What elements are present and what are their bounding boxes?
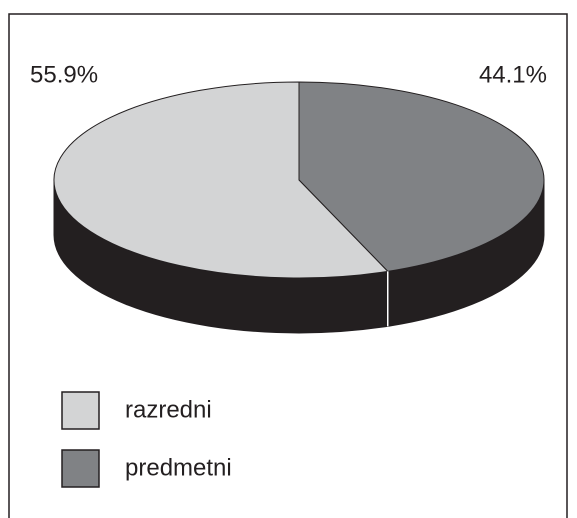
legend-label: predmetni bbox=[125, 454, 232, 481]
frame bbox=[8, 13, 568, 518]
legend: razredni predmetni bbox=[61, 391, 232, 488]
legend-swatch bbox=[61, 391, 100, 430]
pie-slice bbox=[53, 81, 389, 279]
legend-swatch bbox=[61, 449, 100, 488]
value-label: 44.1% bbox=[479, 61, 547, 88]
value-label: 55.9% bbox=[30, 61, 98, 88]
legend-label: razredni bbox=[125, 396, 212, 423]
pie: 55.9% 44.1% bbox=[30, 61, 547, 334]
pie-slice bbox=[298, 81, 545, 272]
